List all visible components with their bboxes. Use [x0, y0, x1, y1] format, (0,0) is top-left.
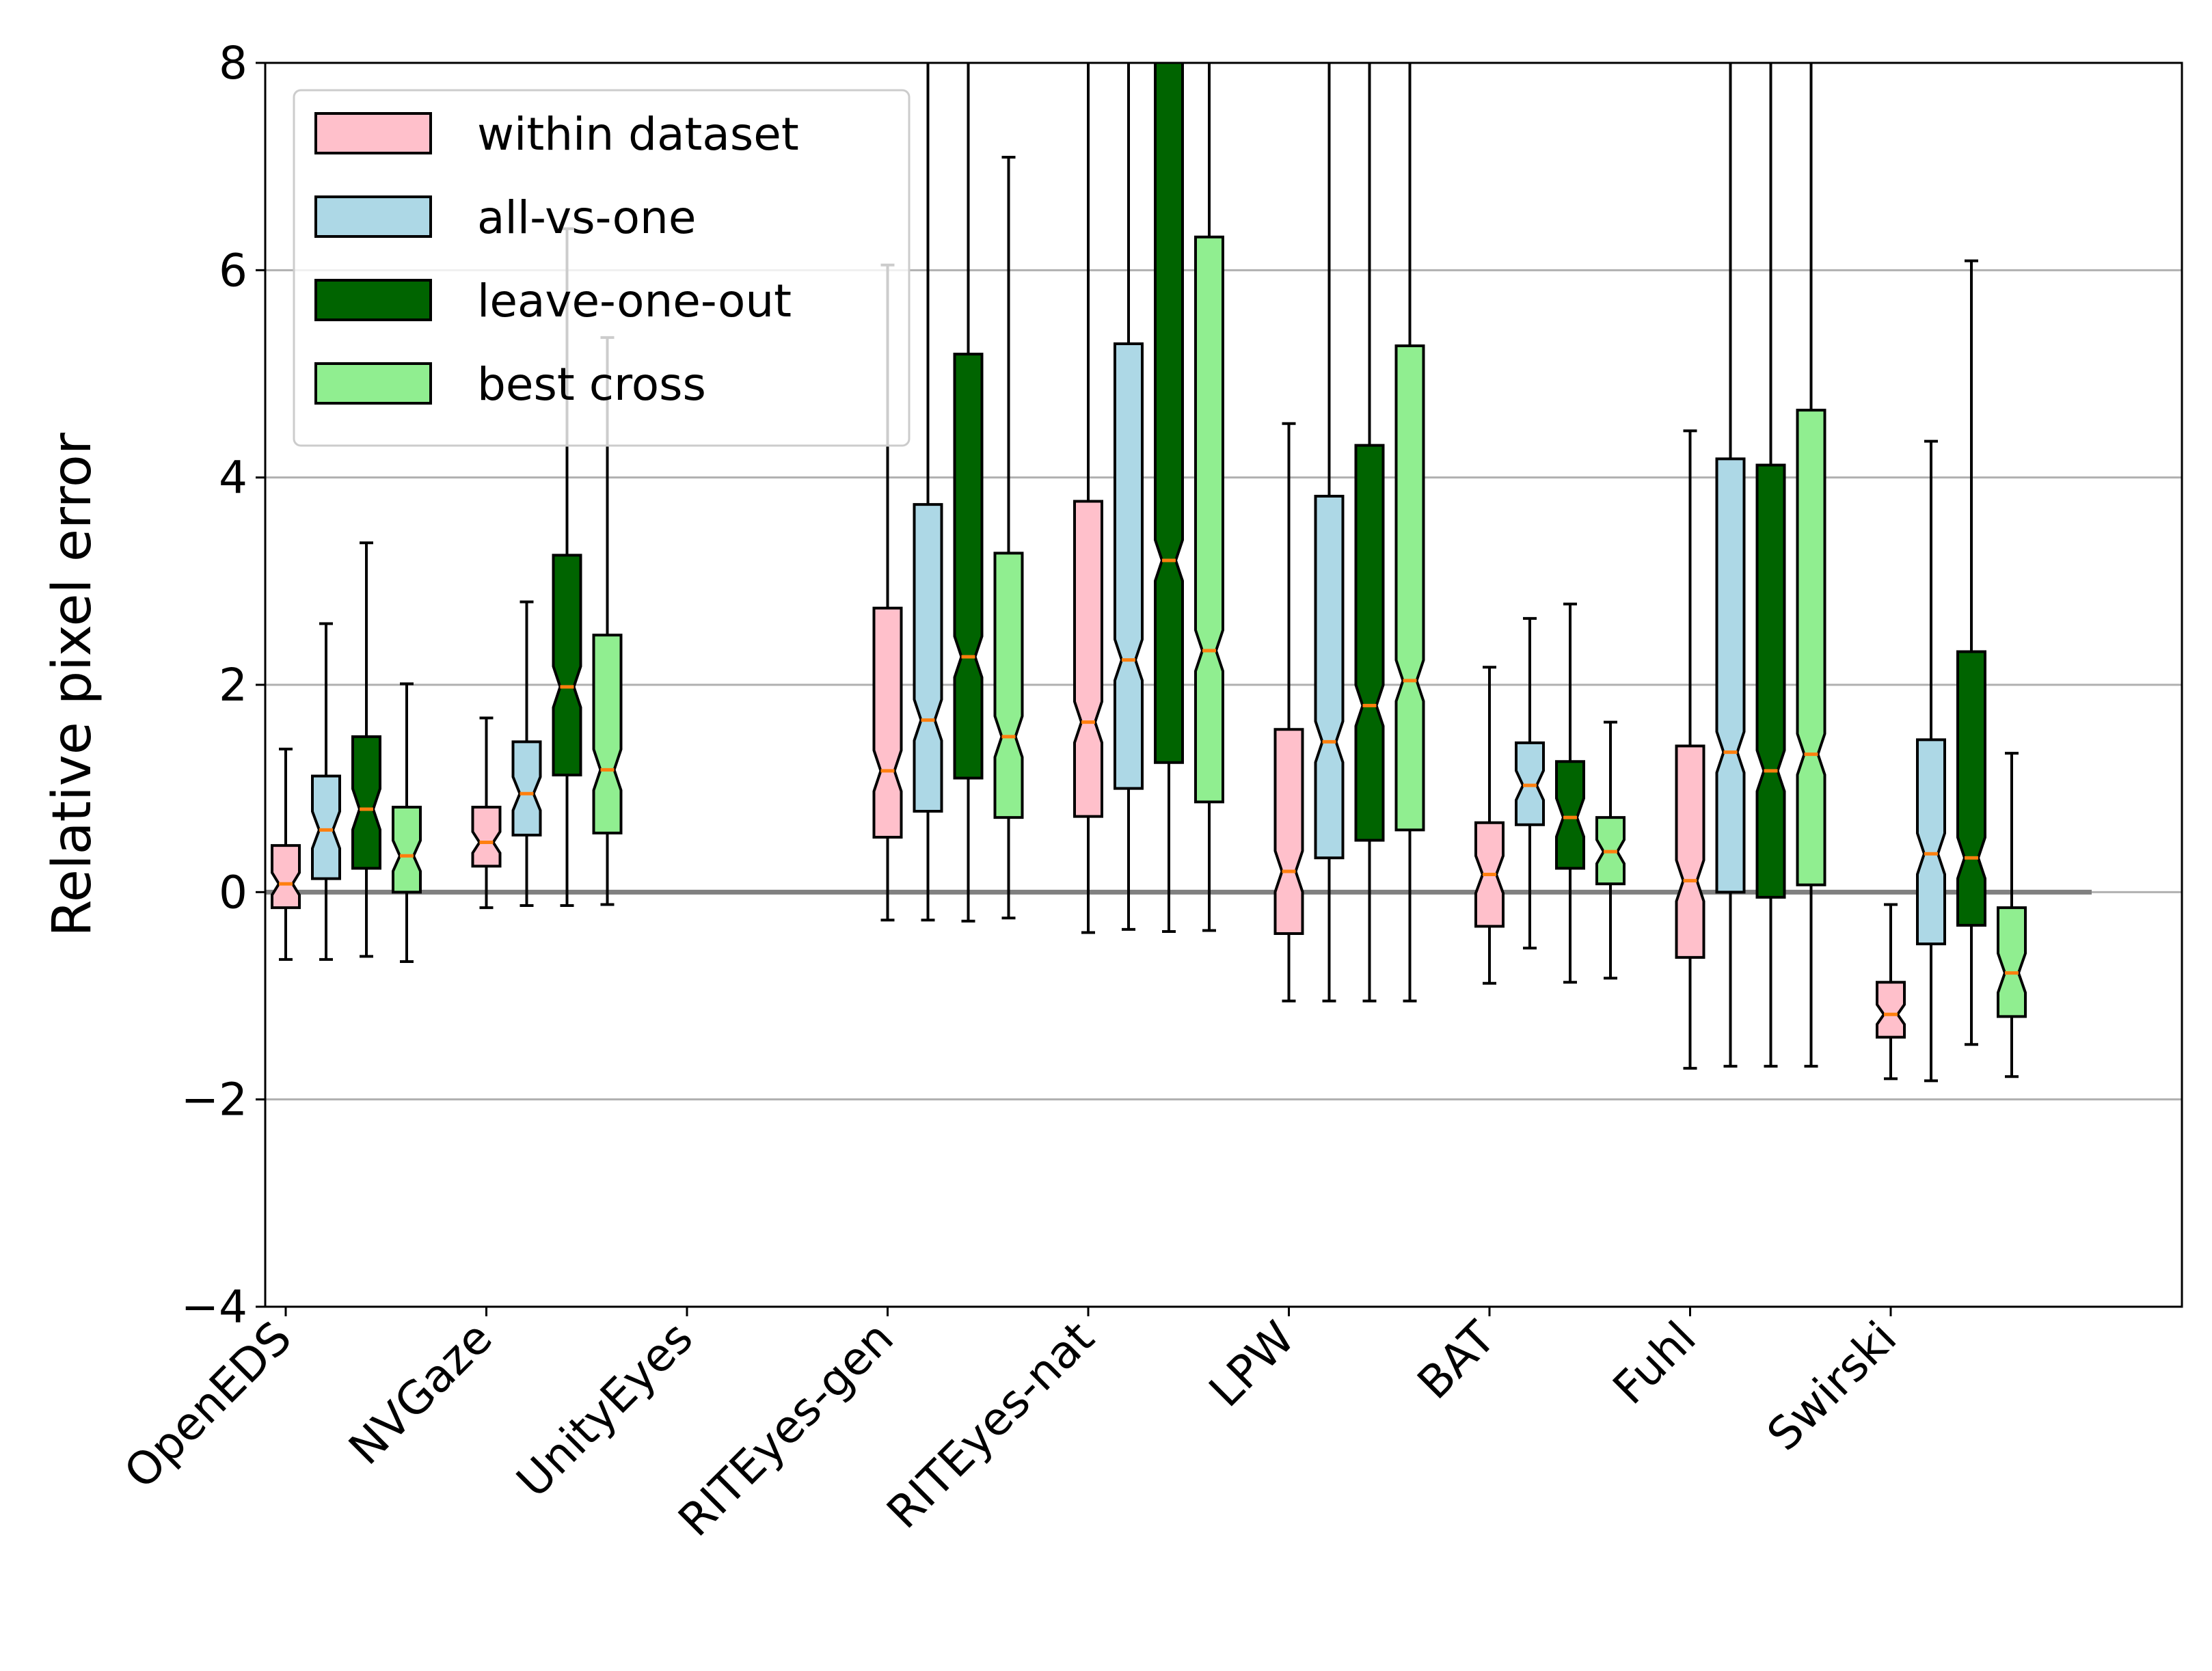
box-8-1: [1916, 439, 1946, 1083]
y-axis: −4 −2 0 2 4 6 8: [181, 37, 265, 1333]
box-body: [872, 606, 903, 839]
plot-area: [271, 63, 2027, 1083]
box-7-2: [1755, 63, 1786, 1068]
box-5-2: [1354, 63, 1385, 1003]
y-axis-label: Relative pixel error: [42, 432, 103, 937]
box-8-3: [1997, 752, 2027, 1078]
box-5-0: [1273, 422, 1304, 1003]
box-body: [552, 554, 582, 776]
box-5-3: [1394, 63, 1425, 1003]
box-7-1: [1715, 63, 1746, 1068]
legend-item: leave-one-out: [314, 275, 792, 327]
box-body: [351, 735, 381, 870]
box-4-2: [1154, 63, 1184, 933]
box-body: [1273, 728, 1304, 935]
legend-label: best cross: [477, 358, 706, 411]
legend-label: within dataset: [477, 108, 799, 161]
y-tick-label: −4: [181, 1281, 247, 1333]
box-6-2: [1555, 602, 1585, 984]
legend-swatch: [314, 112, 432, 154]
box-8-2: [1956, 259, 1986, 1046]
box-0-2: [351, 541, 381, 958]
box-body: [1073, 500, 1103, 818]
box-body: [1154, 63, 1184, 764]
legend-item: within dataset: [314, 108, 799, 161]
box-6-1: [1515, 616, 1545, 950]
box-body: [471, 805, 502, 868]
box-body: [1715, 457, 1746, 894]
y-tick-label: −2: [181, 1074, 247, 1126]
legend-frame: [293, 89, 911, 447]
legend-item: all-vs-one: [314, 191, 696, 244]
box-8-0: [1876, 903, 1906, 1081]
y-tick-label: 6: [219, 244, 247, 297]
legend: within dataset all-vs-one leave-one-out bes…: [293, 89, 911, 447]
box-body: [1675, 744, 1705, 959]
box-body: [511, 740, 542, 837]
box-5-1: [1314, 63, 1345, 1003]
box-0-3: [392, 682, 422, 963]
legend-item: best cross: [314, 358, 706, 411]
box-body: [1916, 738, 1946, 946]
y-tick-label: 2: [219, 659, 247, 711]
legend-label: leave-one-out: [477, 275, 792, 327]
box-body: [1997, 906, 2027, 1018]
box-body: [311, 774, 341, 880]
y-tick-label: 4: [219, 452, 247, 504]
y-tick-label: 0: [219, 866, 247, 919]
box-body: [993, 552, 1024, 819]
legend-swatch: [314, 362, 432, 405]
y-tick-label: 8: [219, 37, 247, 90]
legend-label: all-vs-one: [477, 191, 696, 244]
box-4-1: [1114, 63, 1144, 931]
box-body: [1876, 981, 1906, 1039]
box-7-3: [1796, 63, 1826, 1068]
box-body: [392, 805, 422, 894]
box-1-1: [511, 600, 542, 908]
box-body: [271, 844, 301, 910]
box-body: [1354, 444, 1385, 842]
legend-swatch: [314, 279, 432, 321]
box-6-0: [1474, 666, 1505, 985]
box-body: [1555, 760, 1585, 870]
box-3-3: [993, 156, 1024, 920]
box-body: [913, 503, 943, 813]
box-3-1: [913, 63, 943, 922]
box-3-2: [953, 63, 984, 923]
box-4-3: [1194, 63, 1224, 932]
box-body: [1394, 344, 1425, 832]
box-body: [1194, 235, 1224, 804]
box-body: [1755, 463, 1786, 899]
box-body: [1956, 650, 1986, 927]
box-6-3: [1595, 720, 1626, 980]
legend-swatch: [314, 195, 432, 238]
box-0-0: [271, 748, 301, 961]
box-body: [953, 353, 984, 780]
box-body: [1114, 342, 1144, 790]
box-0-1: [311, 622, 341, 961]
box-7-0: [1675, 429, 1705, 1070]
box-body: [1796, 409, 1826, 886]
box-body: [1314, 494, 1345, 860]
box-body: [592, 634, 623, 834]
box-4-0: [1073, 63, 1103, 934]
box-1-0: [471, 716, 502, 910]
